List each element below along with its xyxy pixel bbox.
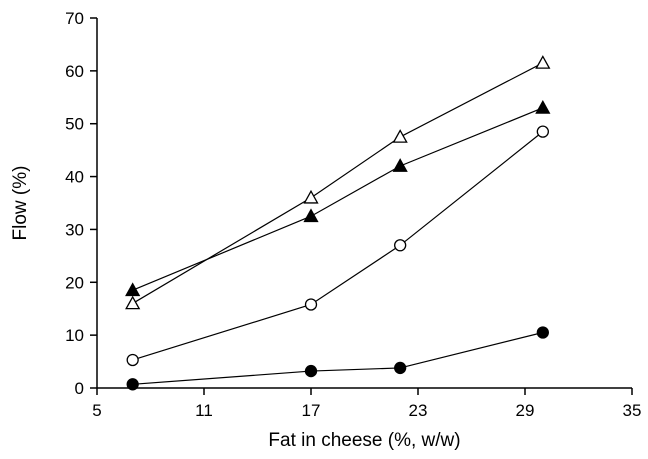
y-tick-label: 60 [65,62,84,81]
x-tick-label: 35 [623,401,642,420]
y-tick-label: 10 [65,326,84,345]
x-axis-title: Fat in cheese (%, w/w) [268,430,460,451]
y-axis-title: Flow (%) [10,166,31,241]
data-point-filled-triangle [392,158,408,172]
x-tick-label: 11 [195,401,213,420]
x-tick-label: 29 [516,401,535,420]
x-tick-label: 23 [409,401,428,420]
data-point-open-triangle [392,129,408,143]
data-point-filled-triangle [125,282,141,297]
data-point-open-triangle [535,55,551,69]
data-point-open-circle [304,298,318,311]
data-point-open-triangle [125,295,141,310]
series-open-circle [126,125,549,367]
x-tick-label: 5 [92,401,101,420]
series-filled-triangle [125,100,551,297]
data-point-filled-circle [536,326,549,339]
data-point-filled-circle [394,361,407,375]
axes: 0 10 20 30 40 50 60 70 5 11 17 23 29 35 [65,9,641,420]
x-tick-label: 17 [302,401,321,420]
data-point-filled-circle [126,378,139,391]
data-point-filled-triangle [535,100,551,114]
series-layer [125,55,551,391]
series-open-triangle [125,55,551,310]
data-point-open-circle [126,353,139,367]
series-line [132,107,544,291]
y-tick-label: 20 [65,273,84,292]
series-filled-circle [126,326,549,391]
y-tick-label: 30 [65,220,84,239]
data-point-filled-circle [304,364,318,378]
series-line [132,62,544,304]
y-tick-label: 0 [75,379,84,398]
data-point-open-triangle [303,189,319,204]
data-point-open-circle [536,125,549,138]
data-point-filled-triangle [303,208,319,223]
series-line [132,331,543,385]
y-tick-label: 40 [65,168,84,187]
series-line [132,131,544,361]
data-point-open-circle [394,239,407,252]
y-tick-label: 70 [65,9,84,28]
y-tick-label: 50 [65,115,84,134]
